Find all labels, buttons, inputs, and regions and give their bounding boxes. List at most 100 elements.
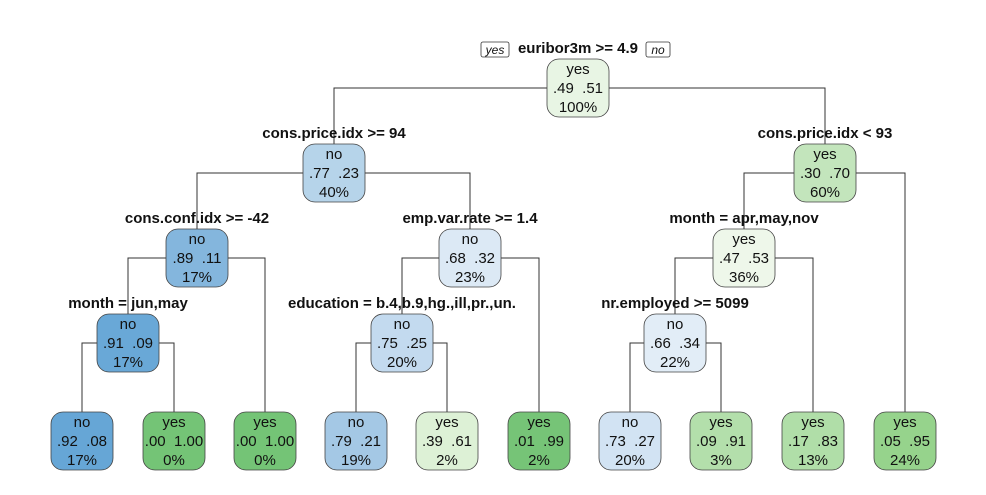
node-percentage: 24% <box>890 452 920 469</box>
tree-node: no .89 .11 17% <box>165 228 229 288</box>
node-class-label: no <box>120 316 137 333</box>
root-no-tag: no <box>651 43 665 57</box>
root-yes-tag: yes <box>485 43 505 57</box>
node-probabilities: .68 .32 <box>445 250 495 267</box>
split-rule-label: nr.employed >= 5099 <box>601 295 749 312</box>
node-percentage: 0% <box>163 452 185 469</box>
node-box <box>689 411 753 471</box>
tree-node: no .91 .09 17% <box>96 313 160 373</box>
root-no-tag-box <box>645 41 671 58</box>
node-probabilities: .00 1.00 <box>145 433 203 450</box>
node-class-label: no <box>348 414 365 431</box>
node-box <box>415 411 479 471</box>
tree-edge <box>578 87 826 144</box>
node-percentage: 17% <box>113 354 143 371</box>
tree-node: yes .30 .70 60% <box>793 143 857 203</box>
node-probabilities: .30 .70 <box>800 165 850 182</box>
node-class-label: no <box>189 231 206 248</box>
node-class-label: yes <box>162 414 185 431</box>
node-percentage: 100% <box>559 99 597 116</box>
node-box <box>712 228 776 288</box>
node-probabilities: .77 .23 <box>309 165 359 182</box>
node-class-label: no <box>667 316 684 333</box>
tree-node: no .77 .23 40% <box>302 143 366 203</box>
node-box <box>438 228 502 288</box>
node-probabilities: .05 .95 <box>880 433 930 450</box>
node-probabilities: .91 .09 <box>103 335 153 352</box>
split-rule-label: month = jun,may <box>68 295 188 312</box>
node-box <box>233 411 297 471</box>
node-probabilities: .79 .21 <box>331 433 381 450</box>
node-box <box>370 313 434 373</box>
tree-node: no .75 .25 20% <box>370 313 434 373</box>
node-class-label: no <box>326 146 343 163</box>
split-rule-label: cons.price.idx >= 94 <box>262 125 406 142</box>
node-class-label: yes <box>253 414 276 431</box>
node-box <box>302 143 366 203</box>
tree-node: yes .09 .91 3% <box>689 411 753 471</box>
node-probabilities: .01 .99 <box>514 433 564 450</box>
node-percentage: 3% <box>710 452 732 469</box>
tree-edge <box>825 172 906 412</box>
split-rule-label: education = b.4,b.9,hg.,ill,pr.,un. <box>288 295 516 312</box>
split-rule-label: cons.price.idx < 93 <box>758 125 893 142</box>
root-yes-tag-box <box>480 41 510 58</box>
node-class-label: yes <box>709 414 732 431</box>
node-probabilities: .49 .51 <box>553 80 603 97</box>
node-box <box>546 58 610 118</box>
node-box <box>598 411 662 471</box>
tree-node: yes .49 .51 100% <box>546 58 610 118</box>
node-percentage: 36% <box>729 269 759 286</box>
node-probabilities: .09 .91 <box>696 433 746 450</box>
node-percentage: 17% <box>67 452 97 469</box>
tree-nodes: yes .49 .51 100% no .77 .23 40% yes .30 .70 60% n… <box>50 58 937 471</box>
node-percentage: 2% <box>436 452 458 469</box>
tree-node: no .92 .08 17% <box>50 411 114 471</box>
node-box <box>873 411 937 471</box>
node-class-label: no <box>394 316 411 333</box>
tree-node: yes .05 .95 24% <box>873 411 937 471</box>
node-class-label: yes <box>732 231 755 248</box>
node-box <box>142 411 206 471</box>
node-class-label: yes <box>566 61 589 78</box>
node-percentage: 13% <box>798 452 828 469</box>
split-rule-label: cons.conf.idx >= -42 <box>125 210 269 227</box>
split-labels: euribor3m >= 4.9 cons.price.idx >= 94 cons… <box>68 40 892 312</box>
node-percentage: 2% <box>528 452 550 469</box>
root-yes-no-tags: yes no <box>480 41 671 58</box>
tree-node: yes .47 .53 36% <box>712 228 776 288</box>
tree-node: yes .00 1.00 0% <box>142 411 206 471</box>
node-box <box>50 411 114 471</box>
node-box <box>781 411 845 471</box>
node-probabilities: .66 .34 <box>650 335 700 352</box>
tree-node: yes .00 1.00 0% <box>233 411 297 471</box>
tree-edge <box>196 172 334 229</box>
node-percentage: 23% <box>455 269 485 286</box>
node-box <box>793 143 857 203</box>
tree-node: yes .17 .83 13% <box>781 411 845 471</box>
tree-node: yes .39 .61 2% <box>415 411 479 471</box>
node-box <box>165 228 229 288</box>
node-probabilities: .92 .08 <box>57 433 107 450</box>
node-probabilities: .73 .27 <box>605 433 655 450</box>
node-box <box>96 313 160 373</box>
node-probabilities: .89 .11 <box>173 250 222 267</box>
node-box <box>324 411 388 471</box>
node-class-label: no <box>462 231 479 248</box>
tree-node: yes .01 .99 2% <box>507 411 571 471</box>
node-percentage: 60% <box>810 184 840 201</box>
node-percentage: 20% <box>387 354 417 371</box>
node-probabilities: .00 1.00 <box>236 433 294 450</box>
tree-node: no .79 .21 19% <box>324 411 388 471</box>
node-probabilities: .17 .83 <box>788 433 838 450</box>
node-class-label: yes <box>813 146 836 163</box>
node-percentage: 40% <box>319 184 349 201</box>
node-percentage: 0% <box>254 452 276 469</box>
node-box <box>507 411 571 471</box>
tree-node: no .73 .27 20% <box>598 411 662 471</box>
node-percentage: 17% <box>182 269 212 286</box>
node-class-label: no <box>622 414 639 431</box>
node-probabilities: .75 .25 <box>377 335 427 352</box>
tree-edge <box>334 172 471 229</box>
